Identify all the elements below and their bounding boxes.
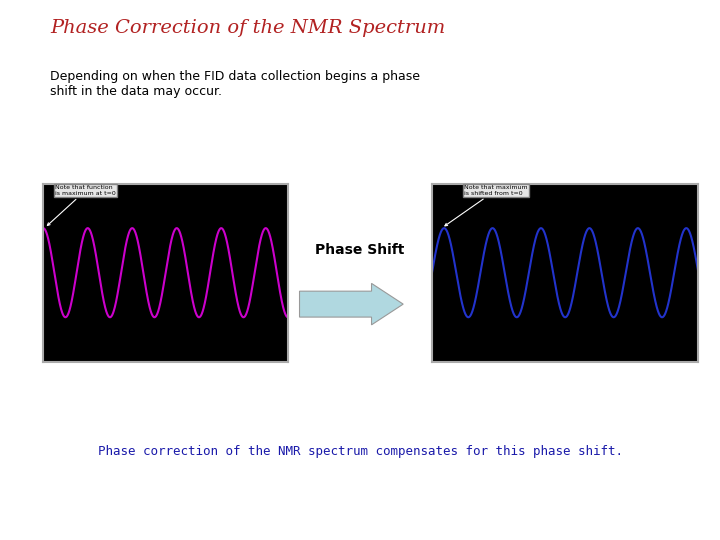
Text: Note that function
is maximum at t=0: Note that function is maximum at t=0 [48, 185, 116, 225]
Text: Phase Shift: Phase Shift [315, 244, 405, 258]
Text: Note that maximum
is shifted from t=0: Note that maximum is shifted from t=0 [445, 185, 528, 226]
Text: Phase Correction of the NMR Spectrum: Phase Correction of the NMR Spectrum [50, 19, 446, 37]
FancyArrow shape [300, 284, 403, 325]
Text: Depending on when the FID data collection begins a phase
shift in the data may o: Depending on when the FID data collectio… [50, 70, 420, 98]
Text: Phase correction of the NMR spectrum compensates for this phase shift.: Phase correction of the NMR spectrum com… [97, 446, 623, 458]
